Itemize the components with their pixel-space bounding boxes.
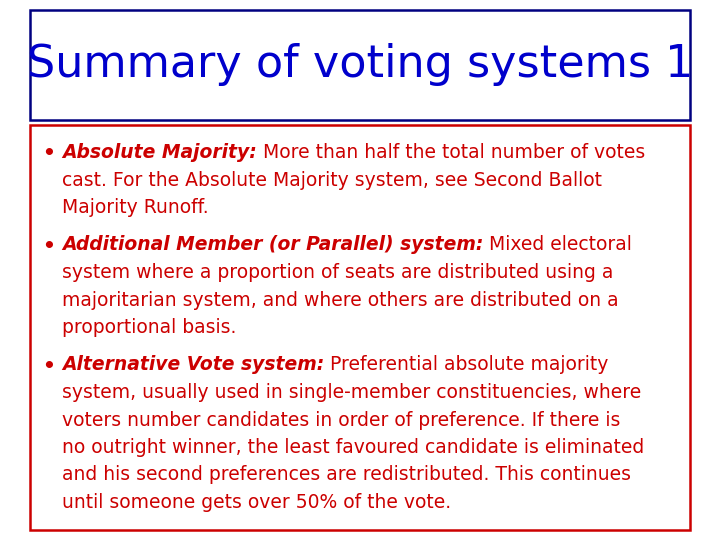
Text: Preferential absolute majority: Preferential absolute majority (324, 355, 608, 375)
Text: system where a proportion of seats are distributed using a: system where a proportion of seats are d… (62, 263, 613, 282)
Bar (30, 125, 690, 530)
Text: proportional basis.: proportional basis. (62, 318, 236, 337)
Text: voters number candidates in order of preference. If there is: voters number candidates in order of pre… (62, 410, 621, 429)
Text: until someone gets over 50% of the vote.: until someone gets over 50% of the vote. (62, 493, 451, 512)
Bar (30, 10, 690, 120)
Text: Additional Member (or Parallel) system:: Additional Member (or Parallel) system: (62, 235, 483, 254)
Text: Summary of voting systems 1: Summary of voting systems 1 (27, 44, 693, 86)
Text: and his second preferences are redistributed. This continues: and his second preferences are redistrib… (62, 465, 631, 484)
Text: •: • (42, 144, 55, 163)
Text: majoritarian system, and where others are distributed on a: majoritarian system, and where others ar… (62, 291, 618, 309)
Text: cast. For the Absolute Majority system, see Second Ballot: cast. For the Absolute Majority system, … (62, 171, 602, 190)
Text: Majority Runoff.: Majority Runoff. (62, 198, 209, 217)
Text: •: • (42, 356, 55, 375)
Text: More than half the total number of votes: More than half the total number of votes (257, 143, 645, 162)
Text: Alternative Vote system:: Alternative Vote system: (62, 355, 324, 375)
Text: system, usually used in single-member constituencies, where: system, usually used in single-member co… (62, 383, 642, 402)
Text: •: • (42, 237, 55, 255)
Text: Absolute Majority:: Absolute Majority: (62, 143, 257, 162)
Text: Mixed electoral: Mixed electoral (483, 235, 632, 254)
Text: no outright winner, the least favoured candidate is eliminated: no outright winner, the least favoured c… (62, 438, 644, 457)
